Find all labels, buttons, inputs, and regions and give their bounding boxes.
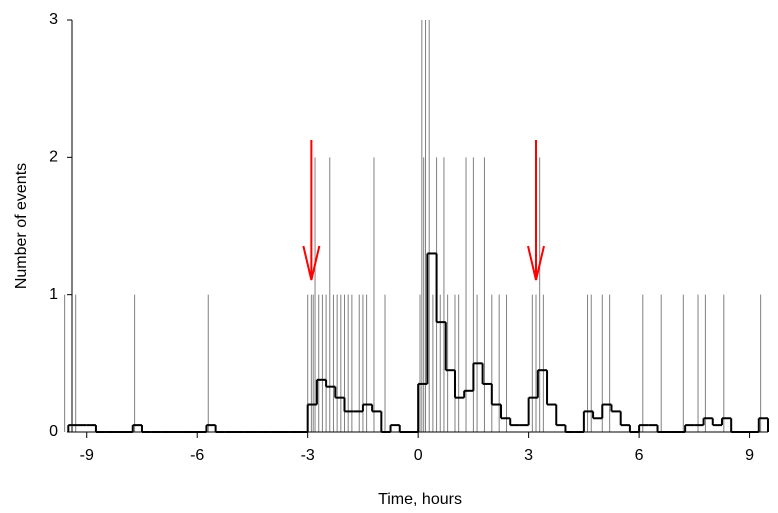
x-tick-label: 6 — [635, 447, 644, 464]
x-axis-label: Time, hours — [378, 491, 462, 508]
arrow-head — [527, 245, 545, 281]
x-tick-label: -6 — [190, 447, 204, 464]
x-tick-label: -9 — [80, 447, 94, 464]
y-tick-label: 3 — [49, 11, 58, 28]
y-tick-label: 2 — [49, 149, 58, 166]
x-tick-label: 0 — [414, 447, 423, 464]
x-tick-label: 9 — [745, 447, 754, 464]
x-tick-label: 3 — [524, 447, 533, 464]
y-tick-label: 1 — [49, 286, 58, 303]
arrow-head — [302, 245, 321, 281]
x-tick-label: -3 — [301, 447, 315, 464]
y-tick-label: 0 — [49, 423, 58, 440]
y-axis-label: Number of events — [13, 163, 30, 289]
